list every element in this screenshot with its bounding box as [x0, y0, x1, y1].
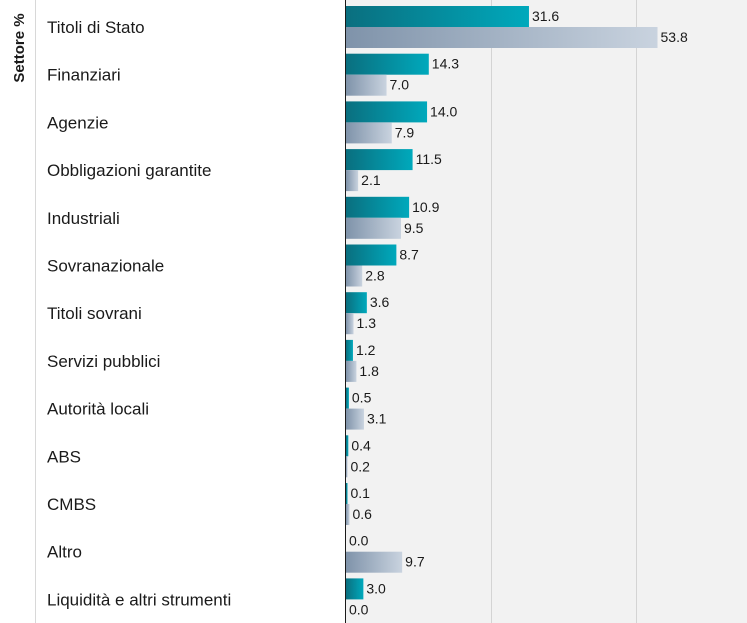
value-label: 3.1 [367, 411, 387, 427]
bar-series-1 [346, 387, 349, 409]
category-label: ABS [47, 447, 81, 466]
value-label: 9.7 [405, 554, 425, 570]
value-label: 7.0 [390, 77, 410, 93]
bar-series-2 [346, 27, 658, 48]
value-label: 14.0 [430, 103, 457, 119]
value-label: 14.3 [432, 56, 459, 72]
value-label: 0.5 [352, 390, 372, 406]
bar-series-1 [346, 53, 429, 75]
bar-series-1 [346, 196, 410, 218]
bar-series-1 [346, 578, 364, 600]
value-label: 2.1 [361, 172, 381, 188]
category-label: Servizi pubblici [47, 352, 160, 371]
value-label: 2.8 [365, 268, 385, 284]
bar-series-2 [346, 74, 387, 96]
category-label: Liquidità e altri strumenti [47, 590, 231, 609]
value-label: 8.7 [399, 247, 419, 263]
bar-series-1 [346, 101, 428, 123]
bar-series-2 [346, 265, 363, 287]
bar-series-1 [346, 483, 348, 504]
bar-series-1 [346, 292, 367, 314]
bar-series-2 [346, 360, 357, 382]
category-label: Sovranazionale [47, 257, 164, 276]
y-axis-title: Settore % [11, 13, 28, 82]
bar-series-2 [346, 313, 354, 335]
category-label: Obbligazioni garantite [47, 161, 211, 180]
bar-series-2 [346, 122, 392, 144]
value-label: 0.2 [351, 458, 371, 474]
value-label: 0.6 [352, 506, 372, 522]
category-label: Finanziari [47, 66, 121, 85]
value-label: 7.9 [395, 124, 415, 140]
bar-series-2 [346, 504, 350, 525]
grid-lines [491, 0, 637, 623]
bar-series-1 [346, 339, 353, 361]
value-label: 3.6 [370, 294, 390, 310]
category-label: Titoli di Stato [47, 18, 145, 37]
value-label: 0.0 [349, 601, 369, 617]
category-label: Autorità locali [47, 400, 149, 419]
plot-background [346, 0, 747, 623]
value-labels: 31.6 53.8 14.3 7.0 14.0 7.911.5 2.1 10.9 9.5 8.7 2… [349, 8, 688, 617]
value-label: 9.5 [404, 220, 424, 236]
bar-series-2 [346, 170, 359, 192]
bar-series-2 [346, 408, 364, 430]
value-label: 0.4 [351, 437, 371, 453]
category-label: Agenzie [47, 113, 108, 132]
value-label: 1.3 [357, 315, 377, 331]
bar-series-1 [346, 244, 397, 266]
bar-series-1 [346, 6, 529, 27]
bars [346, 6, 658, 600]
bar-series-2 [346, 217, 402, 239]
value-label: 0.0 [349, 533, 369, 549]
category-label: Titoli sovrani [47, 304, 142, 323]
bar-series-2 [346, 456, 348, 478]
bar-series-1 [346, 149, 413, 171]
value-label: 11.5 [416, 151, 442, 167]
category-label: Industriali [47, 209, 120, 228]
value-label: 53.8 [661, 29, 688, 45]
category-label: Altro [47, 543, 82, 562]
value-label: 31.6 [532, 8, 559, 24]
bar-series-1 [346, 435, 349, 457]
category-label: CMBS [47, 495, 96, 514]
value-label: 1.2 [356, 342, 376, 358]
value-label: 0.1 [351, 485, 371, 501]
bar-series-2 [346, 551, 403, 573]
value-label: 10.9 [412, 199, 439, 215]
category-labels: Titoli di Stato Finanziari Agenzie Obbligaz… [47, 18, 231, 609]
value-label: 3.0 [366, 580, 386, 596]
value-label: 1.8 [359, 363, 379, 379]
